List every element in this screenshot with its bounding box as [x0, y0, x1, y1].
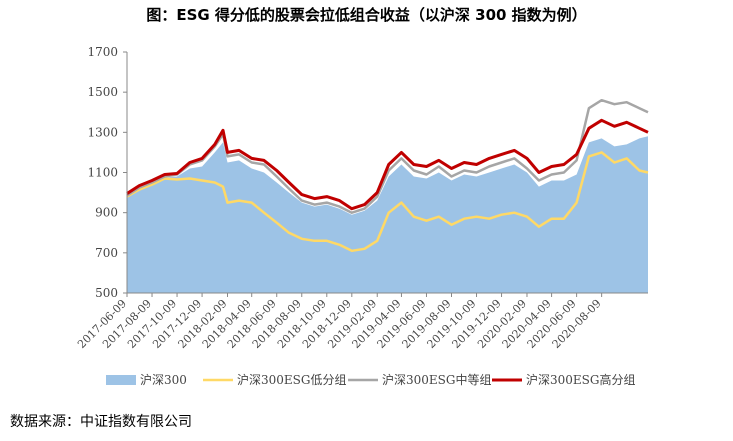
legend: 沪深300 沪深300ESG低分组 沪深300ESG中等组 沪深300ESG高分组 — [106, 372, 635, 387]
y-axis: 500 700 900 1100 1300 1500 1700 — [87, 45, 128, 300]
legend-label: 沪深300ESG高分组 — [526, 372, 635, 387]
x-axis: 2017-06-092017-08-092017-10-092017-12-09… — [75, 292, 648, 351]
series-line-1 — [126, 151, 649, 253]
legend-item: 沪深300ESG中等组 — [348, 372, 491, 387]
y-tick-label: 700 — [95, 246, 118, 260]
y-tick-label: 1300 — [87, 125, 118, 139]
chart-title: 图：ESG 得分低的股票会拉低组合收益（以沪深 300 指数为例） — [146, 6, 587, 24]
legend-swatch — [106, 375, 136, 385]
series-line-3 — [126, 118, 649, 211]
plot-area — [126, 98, 649, 293]
source-note: 数据来源：中证指数有限公司 — [10, 414, 192, 430]
legend-item: 沪深300 — [106, 373, 187, 387]
legend-label: 沪深300ESG低分组 — [237, 373, 346, 387]
y-tick-label: 1500 — [87, 85, 118, 99]
legend-label: 沪深300 — [140, 373, 187, 387]
legend-label: 沪深300ESG中等组 — [382, 372, 491, 387]
legend-item: 沪深300ESG低分组 — [203, 373, 346, 387]
legend-item: 沪深300ESG高分组 — [492, 372, 635, 387]
y-tick-label: 1100 — [87, 166, 118, 180]
y-tick-label: 500 — [95, 286, 118, 300]
y-tick-label: 900 — [95, 206, 118, 220]
y-tick-label: 1700 — [87, 45, 118, 59]
